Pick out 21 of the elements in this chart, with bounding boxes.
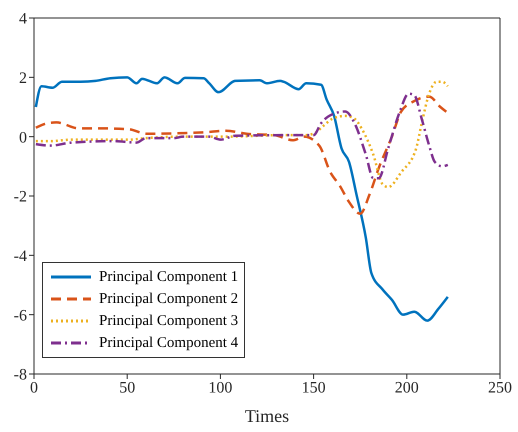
y-tick-label: -4 bbox=[14, 248, 27, 266]
y-tick-label: 2 bbox=[19, 70, 27, 88]
y-tick-label: -8 bbox=[14, 366, 27, 384]
x-tick-label: 250 bbox=[488, 379, 512, 396]
y-tick-label: 0 bbox=[19, 129, 27, 146]
y-tick-label: -2 bbox=[14, 188, 27, 206]
x-tick-label: 150 bbox=[302, 379, 326, 396]
line-series bbox=[34, 95, 450, 216]
legend-label: Principal Component 3 bbox=[99, 312, 238, 330]
x-tick-label: 0 bbox=[30, 379, 38, 396]
legend-label: Principal Component 1 bbox=[99, 268, 238, 286]
legend-label: Principal Component 2 bbox=[99, 290, 238, 308]
legend-label: Principal Component 4 bbox=[99, 334, 238, 352]
line-series bbox=[34, 92, 450, 180]
y-tick-label: -6 bbox=[14, 307, 27, 324]
x-axis-title: Times bbox=[244, 406, 290, 426]
x-tick-label: 50 bbox=[119, 379, 136, 396]
line-series bbox=[34, 80, 450, 188]
y-tick-label: 4 bbox=[19, 10, 27, 28]
x-tick-label: 100 bbox=[208, 379, 232, 396]
x-tick-label: 200 bbox=[394, 379, 419, 396]
